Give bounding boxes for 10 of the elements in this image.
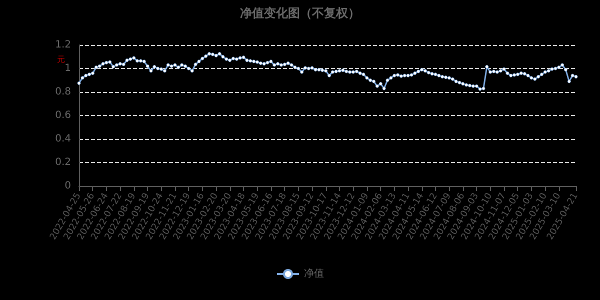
legend-label: 净值 [304,268,324,280]
y-axis-title: 元 [57,55,65,64]
y-tick-label: 0.8 [55,86,71,98]
chart-title: 净值变化图（不复权） [240,6,360,20]
y-tick-label: 0.2 [55,157,71,168]
y-tick-label: 1 [64,63,71,74]
y-tick-label: 0.4 [55,134,71,144]
y-tick-label: 1.2 [55,40,71,50]
y-tick-label: 0.6 [55,110,71,121]
y-tick-label: 0 [64,180,71,192]
